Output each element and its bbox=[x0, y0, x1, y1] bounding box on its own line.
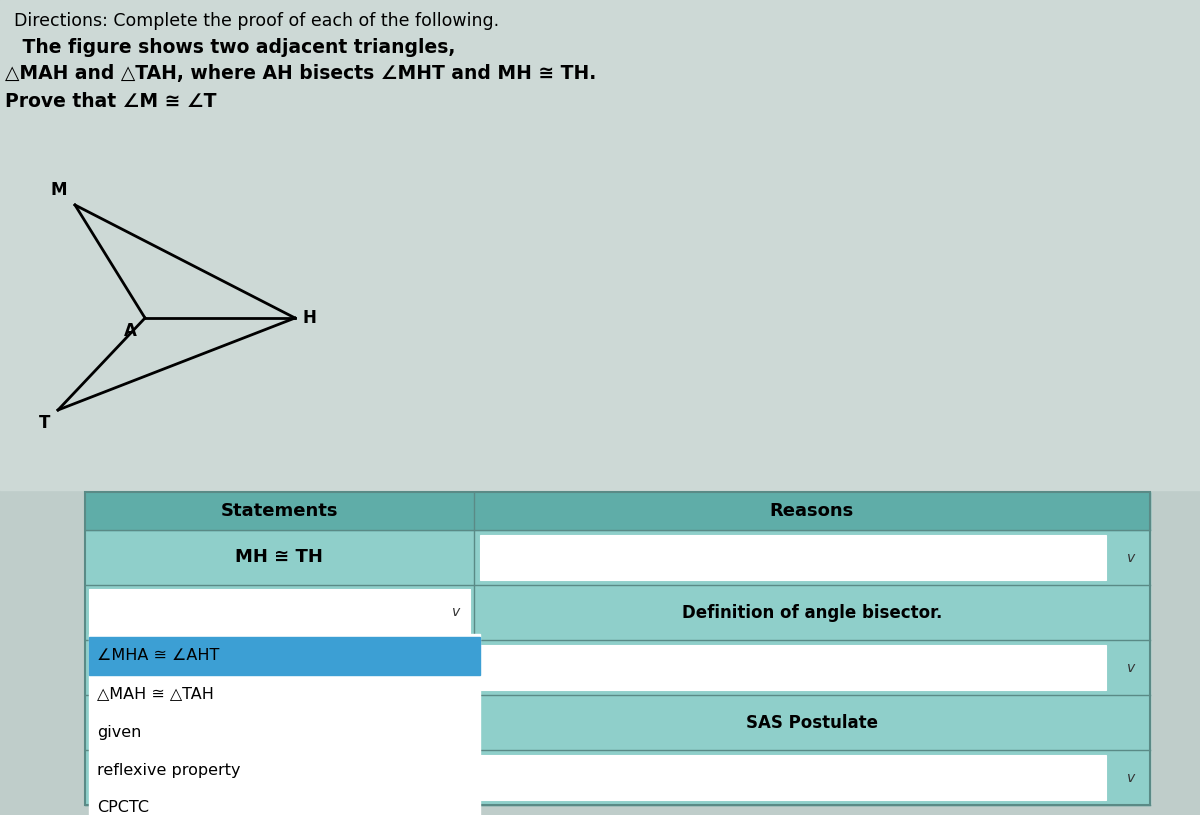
Text: MH ≅ TH: MH ≅ TH bbox=[235, 548, 323, 566]
Text: M: M bbox=[50, 181, 67, 199]
Text: v: v bbox=[1127, 660, 1135, 675]
Text: v: v bbox=[1127, 550, 1135, 565]
Text: ∠MHA ≅ ∠AHT: ∠MHA ≅ ∠AHT bbox=[97, 649, 220, 663]
Bar bbox=[89, 589, 469, 636]
Text: given: given bbox=[97, 725, 142, 739]
Text: T: T bbox=[38, 414, 50, 432]
Text: Definition of angle bisector.: Definition of angle bisector. bbox=[682, 603, 942, 622]
Bar bbox=[480, 645, 1106, 690]
Bar bbox=[480, 535, 1106, 580]
Text: The figure shows two adjacent triangles,: The figure shows two adjacent triangles, bbox=[16, 38, 455, 57]
Text: v: v bbox=[1127, 770, 1135, 785]
Bar bbox=[89, 634, 480, 815]
Text: H: H bbox=[302, 309, 317, 327]
Bar bbox=[85, 492, 1150, 530]
Text: △MAH ≅ △TAH: △MAH ≅ △TAH bbox=[97, 686, 214, 702]
Bar bbox=[89, 637, 480, 675]
Text: Statements: Statements bbox=[221, 502, 338, 520]
Text: Prove that ∠M ≅ ∠T: Prove that ∠M ≅ ∠T bbox=[5, 92, 216, 111]
Bar bbox=[85, 492, 1150, 805]
Text: △MAH and △TAH, where AH bisects ∠MHT and MH ≅ TH.: △MAH and △TAH, where AH bisects ∠MHT and… bbox=[5, 64, 596, 83]
Text: reflexive property: reflexive property bbox=[97, 763, 240, 778]
Bar bbox=[85, 492, 1150, 805]
Bar bbox=[0, 0, 1200, 490]
Text: Reasons: Reasons bbox=[769, 502, 854, 520]
Text: v: v bbox=[451, 606, 460, 619]
Text: Directions: Complete the proof of each of the following.: Directions: Complete the proof of each o… bbox=[14, 12, 499, 30]
Bar bbox=[480, 755, 1106, 800]
Text: A: A bbox=[124, 322, 137, 340]
Text: CPCTC: CPCTC bbox=[97, 800, 149, 815]
Text: SAS Postulate: SAS Postulate bbox=[746, 713, 878, 732]
